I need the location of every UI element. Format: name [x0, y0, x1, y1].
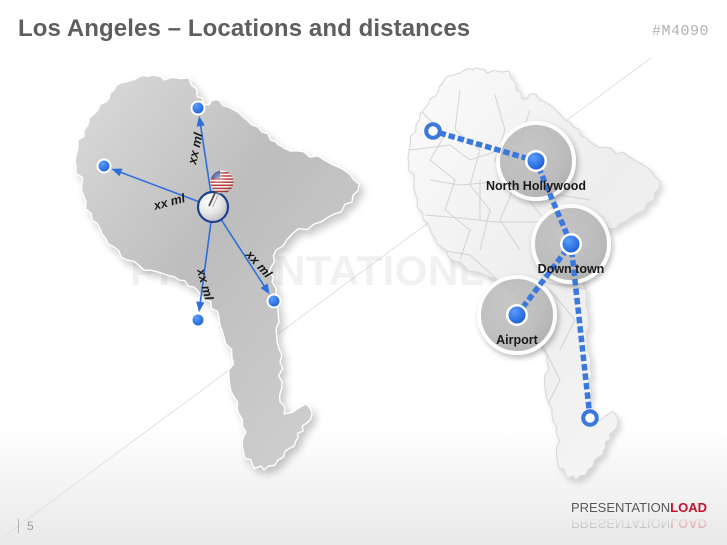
svg-text:Down town: Down town	[538, 262, 605, 276]
svg-text:North Hollywood: North Hollywood	[486, 179, 586, 193]
svg-text:Airport: Airport	[496, 333, 539, 347]
